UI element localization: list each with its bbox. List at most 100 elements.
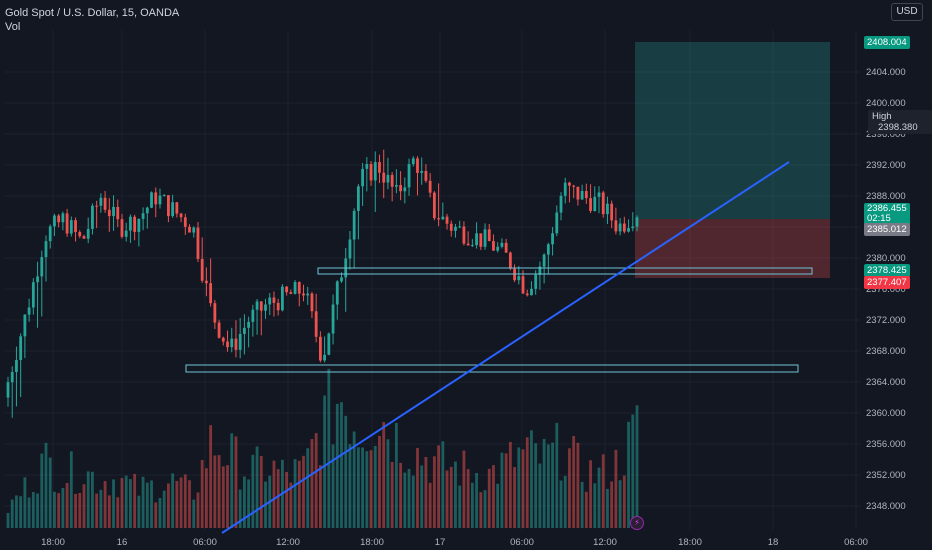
candle-body <box>348 239 352 259</box>
candle-body <box>601 192 605 215</box>
candle-body <box>133 216 137 232</box>
volume-bar <box>373 445 377 528</box>
time-axis[interactable]: 18:00 16 06:00 12:00 18:00 17 06:00 12:00 18:00 1… <box>41 537 868 548</box>
x-tick-label: 12:00 <box>276 537 300 548</box>
x-tick-label: 16 <box>117 537 128 548</box>
profit-zone[interactable] <box>635 42 830 219</box>
candle-body <box>369 163 373 181</box>
candle-body <box>538 266 542 275</box>
volume-bar <box>259 455 263 528</box>
volume-bar <box>65 482 69 528</box>
volume-bar <box>247 479 251 528</box>
upper-zone-box[interactable] <box>317 267 813 275</box>
candle <box>394 169 398 194</box>
volume-bar <box>437 445 440 528</box>
candle-body <box>508 252 512 269</box>
candle-body <box>441 216 445 220</box>
candle <box>610 200 614 229</box>
candle-body <box>196 227 200 259</box>
volume-bar <box>597 467 601 528</box>
candle-body <box>580 191 584 200</box>
volume-label: Vol <box>5 21 21 33</box>
volume-bar <box>188 480 191 528</box>
loss-zone[interactable] <box>635 219 830 278</box>
x-tick-label: 17 <box>435 537 446 548</box>
candle <box>31 278 35 315</box>
candle-body <box>618 223 622 232</box>
candle <box>470 239 474 247</box>
volume-bar <box>559 480 563 528</box>
candle-body <box>416 158 419 173</box>
candle <box>175 201 179 218</box>
candle <box>593 186 597 212</box>
candle <box>589 184 592 214</box>
candle-body <box>352 210 356 240</box>
volume-bar <box>196 492 200 528</box>
currency-button[interactable]: USD <box>891 3 923 21</box>
lower-zone-box[interactable] <box>185 364 799 373</box>
candle-body <box>226 341 229 348</box>
volume-bar <box>162 490 166 528</box>
volume-bar <box>19 496 23 528</box>
candle <box>268 292 272 316</box>
x-tick-label: 06:00 <box>193 537 217 548</box>
trend-line[interactable] <box>221 161 790 534</box>
candle <box>234 320 238 358</box>
candle <box>365 157 369 192</box>
candle <box>230 327 234 353</box>
candle-body <box>91 205 94 229</box>
volume-bar <box>399 462 402 528</box>
candle <box>179 212 183 223</box>
volume-bar <box>209 425 213 528</box>
candle-body <box>6 382 10 398</box>
volume-bar <box>517 447 521 528</box>
volume-bar <box>483 490 487 528</box>
volume-bar <box>601 454 605 528</box>
long-position-tool[interactable] <box>635 42 830 278</box>
candle-body <box>36 276 39 283</box>
candle-body <box>394 185 398 187</box>
lightning-icon[interactable]: ⚡ <box>630 516 644 530</box>
candle-body <box>610 203 614 221</box>
candle-body <box>302 293 305 296</box>
volume-series <box>6 368 639 528</box>
grid <box>5 30 860 530</box>
candle <box>137 218 141 247</box>
candle <box>209 258 213 307</box>
candle-body <box>150 192 153 208</box>
volume-bar <box>441 441 445 528</box>
candle <box>386 157 390 190</box>
candle <box>23 314 27 359</box>
candle <box>551 227 554 256</box>
volume-bar <box>293 459 297 528</box>
candle <box>259 301 263 336</box>
candle-body <box>124 230 128 237</box>
candle <box>546 242 550 275</box>
symbol-title: Gold Spot / U.S. Dollar, 15, OANDA <box>5 7 180 19</box>
candle <box>559 192 563 221</box>
volume-bar <box>86 471 90 528</box>
candle <box>420 157 424 185</box>
candle-body <box>555 212 559 234</box>
candle-body <box>445 216 449 224</box>
candle-body <box>335 281 339 305</box>
candle <box>251 304 255 337</box>
candle-body <box>542 254 546 267</box>
candle-body <box>107 209 111 217</box>
candle <box>555 205 559 237</box>
volume-bar <box>340 402 343 528</box>
candle-body <box>268 297 272 305</box>
volume-bar <box>137 495 141 528</box>
candle <box>82 234 86 239</box>
volume-bar <box>175 480 179 528</box>
y-tick-label: 2364.000 <box>866 377 906 388</box>
candle <box>276 298 280 316</box>
candle-body <box>213 303 217 323</box>
candle-body <box>259 301 263 311</box>
candle <box>112 195 115 231</box>
candle-body <box>162 195 166 197</box>
candle <box>247 316 251 348</box>
volume-bar <box>416 447 419 528</box>
volume-bar <box>302 455 305 528</box>
